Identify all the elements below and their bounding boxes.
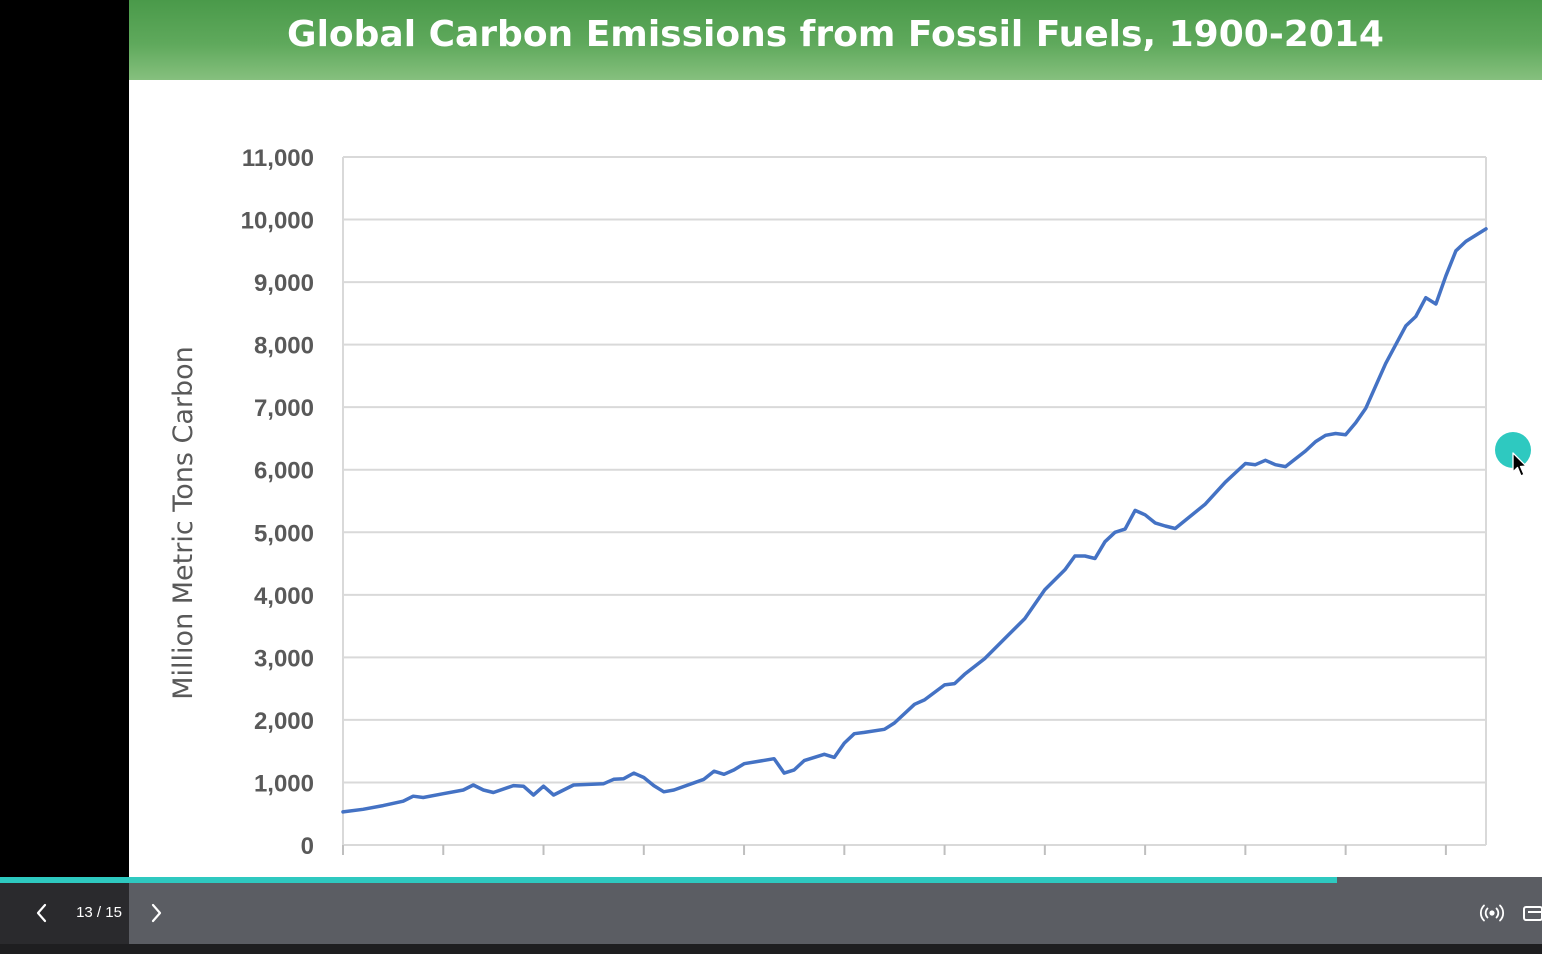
y-tick-label: 11,000 [242,145,314,172]
y-tick-label: 6,000 [254,458,314,485]
chart-series [341,227,1488,814]
y-tick-label: 0 [301,833,314,860]
progress-fill [0,877,1337,883]
y-tick-label: 5,000 [254,520,314,547]
page-indicator: 13 / 15 [76,904,122,921]
screen-icon [1523,906,1542,921]
previous-slide-button[interactable] [26,897,58,929]
control-bar: 13 / 15 [0,883,1542,944]
mouse-cursor-icon [1512,452,1527,477]
next-slide-button[interactable] [140,897,172,929]
slide-header: Global Carbon Emissions from Fossil Fuel… [129,0,1542,80]
chevron-left-icon [36,903,47,923]
y-tick-label: 2,000 [254,708,314,735]
line-chart: 0 1,000 2,000 3,000 4,000 5,000 6,000 7,000 8,00… [168,145,1488,880]
y-tick-label: 1,000 [254,770,314,797]
y-tick-label: 4,000 [254,583,314,610]
chevron-right-icon [151,903,162,923]
broadcast-icon [1480,904,1504,922]
y-tick-label: 8,000 [254,333,314,360]
audio-button[interactable] [1476,897,1508,929]
y-tick-label: 7,000 [254,395,314,422]
y-tick-label: 10,000 [241,208,314,235]
slide: Global Carbon Emissions from Fossil Fuel… [129,0,1542,880]
y-tick-label: 3,000 [254,645,314,672]
slide-title: Global Carbon Emissions from Fossil Fuel… [287,14,1384,55]
control-bar-left-panel [0,883,129,944]
chart-grid [342,156,1487,846]
x-axis-ticks: 1900191019201930194019501960197019801990… [316,845,1473,880]
y-axis-label: Million Metric Tons Carbon [168,346,199,700]
series-line [341,227,1488,814]
bottom-strip [0,944,1542,954]
y-tick-label: 9,000 [254,270,314,297]
left-margin [0,0,129,880]
progress-bar[interactable] [0,877,1542,883]
screen-button[interactable] [1518,897,1542,929]
y-axis-ticks: 0 1,000 2,000 3,000 4,000 5,000 6,000 7,000 8,00… [241,145,314,860]
